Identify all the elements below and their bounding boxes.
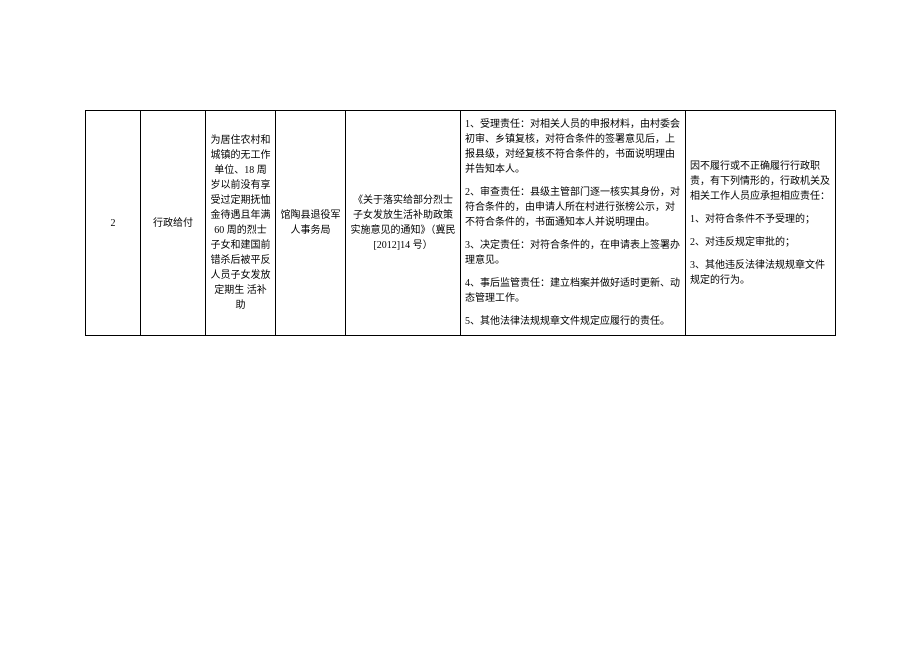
duty-item: 5、其他法律法规规章文件规定应履行的责任。 <box>465 314 681 329</box>
accountability-item: 1、对符合条件不予受理的； <box>690 212 831 227</box>
duty-item: 2、审查责任：县级主管部门逐一核实其身份，对符合条件的，由申请人所在村进行张榜公… <box>465 185 681 230</box>
cell-duty: 1、受理责任：对相关人员的申报材料，由村委会初审、乡镇复核，对符合条件的签署意见… <box>461 111 686 336</box>
cell-accountability: 因不履行或不正确履行行政职责，有下列情形的，行政机关及相关工作人员应承担相应责任… <box>686 111 836 336</box>
accountability-intro: 因不履行或不正确履行行政职责，有下列情形的，行政机关及相关工作人员应承担相应责任… <box>690 159 831 204</box>
duty-item: 1、受理责任：对相关人员的申报材料，由村委会初审、乡镇复核，对符合条件的签署意见… <box>465 117 681 177</box>
cell-type: 行政给付 <box>141 111 206 336</box>
cell-matter: 为居住农村和城镇的无工作单位、18 周岁以前没有享受过定期抚恤金待遇且年满 60… <box>206 111 276 336</box>
table-row: 2 行政给付 为居住农村和城镇的无工作单位、18 周岁以前没有享受过定期抚恤金待… <box>86 111 836 336</box>
accountability-item: 2、对违反规定审批的； <box>690 235 831 250</box>
duty-item: 3、决定责任：对符合条件的，在申请表上签署办理意见。 <box>465 238 681 268</box>
accountability-item: 3、其他违反法律法规规章文件规定的行为。 <box>690 258 831 288</box>
duty-item: 4、事后监管责任：建立档案并做好适时更新、动态管理工作。 <box>465 276 681 306</box>
cell-dept: 馆陶县退役军人事务局 <box>276 111 346 336</box>
data-table: 2 行政给付 为居住农村和城镇的无工作单位、18 周岁以前没有享受过定期抚恤金待… <box>85 110 836 336</box>
cell-num: 2 <box>86 111 141 336</box>
cell-basis: 《关于落实给部分烈士子女发放生活补助政策实施意见的通知》（冀民[2012]14 … <box>346 111 461 336</box>
